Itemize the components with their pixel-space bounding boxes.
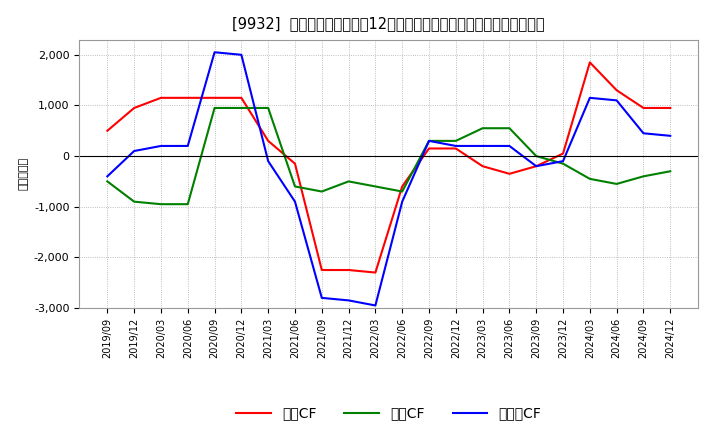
フリーCF [371,303,379,308]
フリーCF [639,131,648,136]
投資CF [184,202,192,207]
営業CF [237,95,246,100]
フリーCF [612,98,621,103]
投資CF [425,138,433,143]
Line: 投資CF: 投資CF [107,108,670,204]
投資CF [318,189,326,194]
フリーCF [237,52,246,58]
投資CF [451,138,460,143]
フリーCF [264,158,272,164]
投資CF [264,105,272,110]
フリーCF [585,95,594,100]
営業CF [612,88,621,93]
Line: 営業CF: 営業CF [107,62,670,272]
フリーCF [451,143,460,149]
Legend: 営業CF, 投資CF, フリーCF: 営業CF, 投資CF, フリーCF [231,401,546,426]
フリーCF [505,143,514,149]
営業CF [184,95,192,100]
フリーCF [130,148,138,154]
投資CF [559,161,567,166]
フリーCF [291,199,300,204]
投資CF [666,169,675,174]
フリーCF [157,143,166,149]
営業CF [532,164,541,169]
営業CF [666,105,675,110]
フリーCF [559,158,567,164]
営業CF [559,151,567,156]
営業CF [157,95,166,100]
投資CF [344,179,353,184]
営業CF [318,268,326,273]
営業CF [451,146,460,151]
投資CF [505,125,514,131]
フリーCF [425,138,433,143]
営業CF [291,161,300,166]
営業CF [210,95,219,100]
投資CF [157,202,166,207]
フリーCF [532,164,541,169]
営業CF [398,184,407,189]
フリーCF [210,50,219,55]
投資CF [210,105,219,110]
Y-axis label: （百万円）: （百万円） [18,157,28,191]
営業CF [505,171,514,176]
Line: フリーCF: フリーCF [107,52,670,305]
投資CF [103,179,112,184]
Title: [9932]  キャッシュフローの12か月移動合計の対前年同期増減額の推移: [9932] キャッシュフローの12か月移動合計の対前年同期増減額の推移 [233,16,545,32]
営業CF [103,128,112,133]
投資CF [237,105,246,110]
投資CF [398,189,407,194]
営業CF [639,105,648,110]
投資CF [130,199,138,204]
フリーCF [184,143,192,149]
投資CF [612,181,621,187]
営業CF [371,270,379,275]
フリーCF [398,199,407,204]
投資CF [585,176,594,182]
投資CF [478,125,487,131]
フリーCF [318,295,326,301]
フリーCF [344,298,353,303]
フリーCF [666,133,675,139]
営業CF [425,146,433,151]
営業CF [344,268,353,273]
投資CF [639,174,648,179]
投資CF [532,154,541,159]
フリーCF [478,143,487,149]
営業CF [585,60,594,65]
営業CF [264,138,272,143]
投資CF [291,184,300,189]
投資CF [371,184,379,189]
フリーCF [103,174,112,179]
営業CF [130,105,138,110]
営業CF [478,164,487,169]
